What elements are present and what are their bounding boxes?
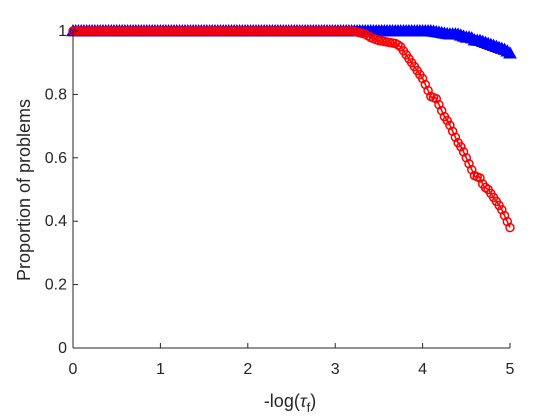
- data-point: [497, 204, 507, 215]
- data-point: [503, 46, 517, 59]
- data-point: [417, 73, 428, 84]
- data-point: [431, 94, 442, 104]
- data-point: [456, 141, 466, 152]
- data-point: [475, 173, 485, 183]
- y-tick-label: 1: [58, 23, 67, 40]
- data-point: [467, 164, 477, 175]
- data-point: [393, 40, 403, 50]
- data-point: [445, 120, 455, 131]
- x-tick-label: 4: [418, 361, 427, 378]
- data-point: [499, 210, 510, 221]
- axis-labels: Proportion of problems -log(τf): [14, 99, 316, 415]
- data-point: [450, 132, 461, 142]
- data-point: [458, 147, 469, 157]
- x-tick-label: 1: [156, 361, 165, 378]
- axes: 0 1 2 3 4 5 0 0.2 0.4 0.6 0.8 1: [45, 23, 515, 378]
- x-axis-label-tau: τ: [300, 391, 308, 411]
- x-tick-label: 2: [243, 361, 252, 378]
- data-point: [461, 153, 472, 163]
- x-tick-label: 5: [506, 361, 515, 378]
- x-axis-label-subscript: f: [307, 400, 311, 415]
- y-tick-label: 0.4: [45, 213, 67, 230]
- data-point: [505, 222, 515, 233]
- y-tick-label: 0.2: [45, 277, 67, 294]
- x-axis-label: -log(τf): [264, 391, 316, 415]
- y-axis-label: Proportion of problems: [14, 99, 34, 281]
- y-tick-label: 0.8: [45, 86, 67, 103]
- data-point: [434, 99, 444, 110]
- x-tick-label: 0: [69, 361, 78, 378]
- data-point: [464, 158, 474, 169]
- plot-area: [66, 23, 517, 233]
- series-1: [68, 26, 515, 233]
- data-point: [436, 105, 447, 116]
- data-point: [502, 216, 513, 227]
- x-axis-label-prefix: -log(: [264, 391, 300, 411]
- y-tick-label: 0.6: [45, 150, 67, 167]
- data-point: [447, 126, 458, 137]
- data-point: [442, 115, 452, 126]
- series-line: [73, 30, 511, 228]
- x-axis-label-suffix: ): [310, 391, 316, 411]
- y-tick-label: 0: [58, 340, 67, 357]
- data-point: [420, 79, 431, 90]
- x-tick-label: 3: [331, 361, 340, 378]
- data-point: [480, 182, 491, 193]
- data-point: [423, 85, 433, 96]
